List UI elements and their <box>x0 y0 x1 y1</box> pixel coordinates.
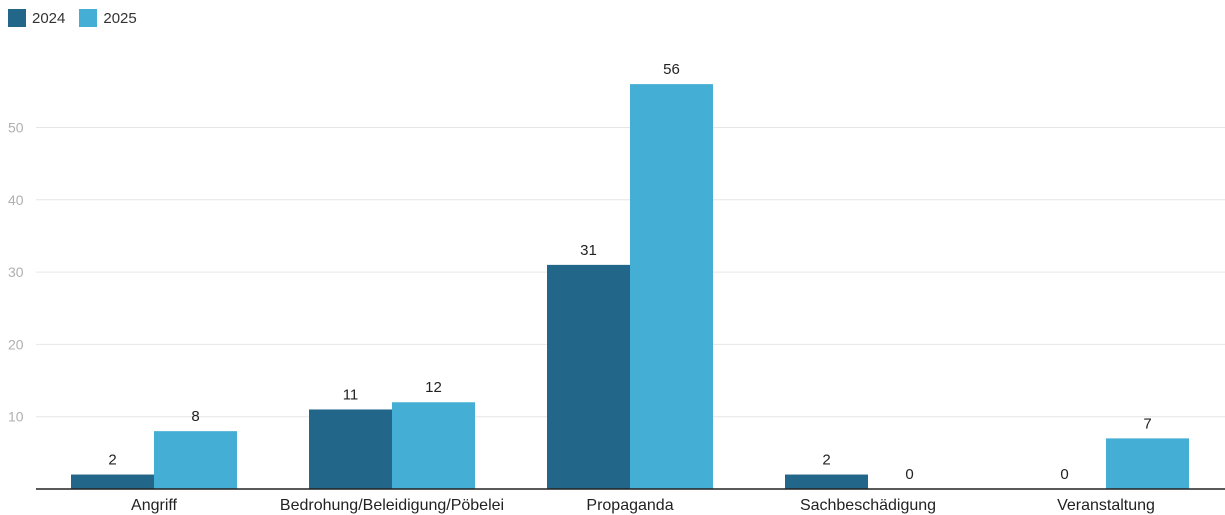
legend-item-2025: 2025 <box>79 9 137 27</box>
data-label-2024-4: 0 <box>1060 466 1068 483</box>
legend-swatch-2025 <box>79 9 98 27</box>
bar-2024-2 <box>547 264 630 489</box>
bar-2025-4 <box>1106 438 1189 489</box>
bar-2024-3 <box>785 474 868 489</box>
data-label-2024-3: 2 <box>822 452 830 469</box>
bar-2024-1 <box>309 409 392 489</box>
legend-label-2024: 2024 <box>32 9 66 27</box>
data-label-2025-4: 7 <box>1143 415 1151 432</box>
y-tick-label: 20 <box>8 336 24 352</box>
value-labels: 2 8 11 12 31 56 2 0 0 7 <box>108 61 1151 483</box>
y-tick-label: 10 <box>8 409 24 425</box>
category-label-2: Propaganda <box>586 497 673 514</box>
data-label-2024-2: 31 <box>580 242 597 259</box>
y-tick-label: 40 <box>8 192 24 208</box>
legend-label-2025: 2025 <box>103 9 137 27</box>
category-label-4: Veranstaltung <box>1057 497 1155 514</box>
bar-2025-0 <box>154 431 237 489</box>
y-tick-label: 30 <box>8 264 24 280</box>
bars <box>71 84 1189 490</box>
bar-2025-1 <box>392 402 475 489</box>
legend-swatch-2024 <box>8 9 26 27</box>
y-axis-ticks: 10 20 30 40 50 <box>8 120 24 425</box>
category-label-0: Angriff <box>131 497 178 514</box>
category-label-3: Sachbeschädigung <box>800 497 936 514</box>
data-label-2024-0: 2 <box>108 452 116 469</box>
data-label-2025-3: 0 <box>905 466 913 483</box>
data-label-2025-2: 56 <box>663 61 680 78</box>
legend: 2024 2025 <box>8 9 137 27</box>
y-tick-label: 50 <box>8 120 24 136</box>
bar-2025-2 <box>630 84 713 490</box>
data-label-2025-0: 8 <box>191 408 199 425</box>
legend-item-2024: 2024 <box>8 9 65 27</box>
bar-2024-0 <box>71 474 154 489</box>
category-label-1: Bedrohung/Beleidigung/Pöbelei <box>280 497 504 514</box>
data-label-2025-1: 12 <box>425 379 442 396</box>
data-label-2024-1: 11 <box>343 386 359 403</box>
category-labels: Angriff Bedrohung/Beleidigung/Pöbelei Prop… <box>131 497 1155 514</box>
